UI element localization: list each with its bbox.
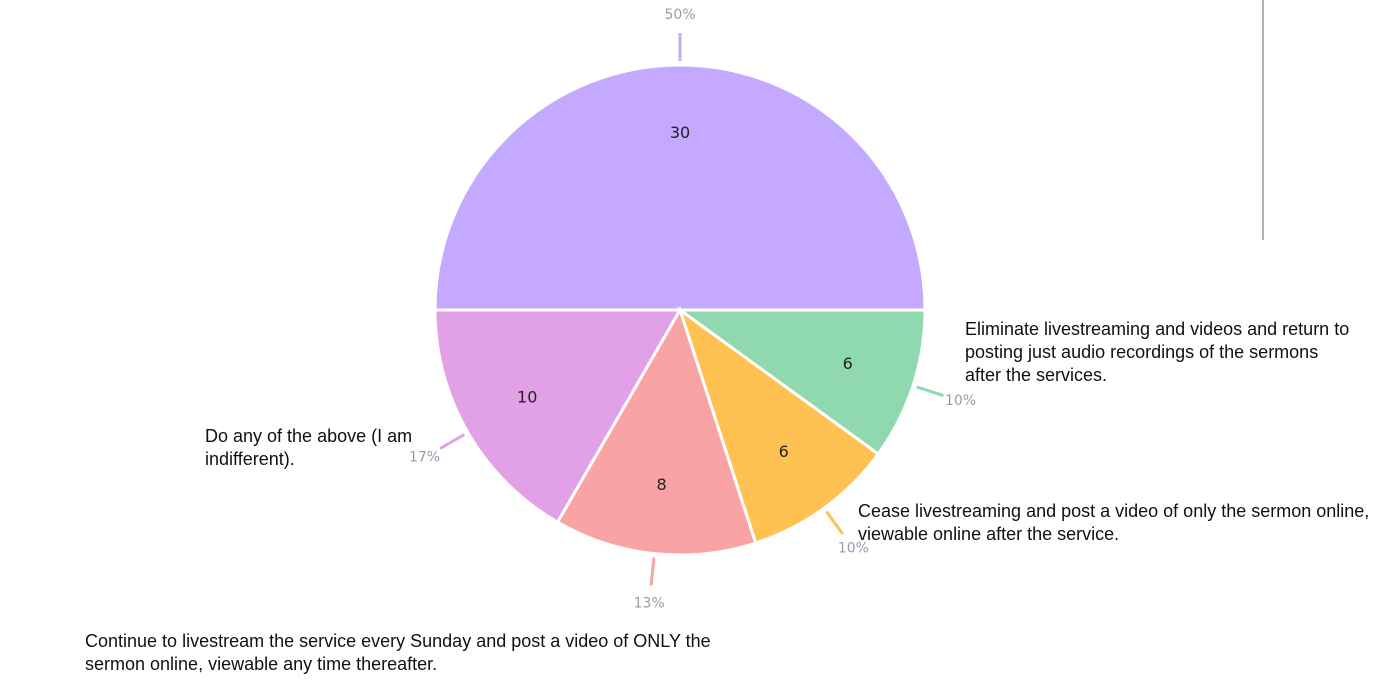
category-label: Eliminate livestreaming and videos and r…: [965, 319, 1350, 385]
percent-label: 13%: [634, 595, 665, 611]
percent-label: 10%: [945, 393, 976, 409]
value-label: 6: [843, 354, 853, 373]
pie-slice: [675, 308, 927, 457]
pie-slice: [433, 63, 927, 312]
pie-slice: [555, 306, 758, 557]
category-label: Cease livestreaming and post a video of …: [858, 501, 1370, 544]
percent-label: 50%: [664, 7, 695, 23]
percent-label: 17%: [409, 450, 440, 466]
category-label: Do any of the above (I am indifferent).: [205, 426, 413, 469]
value-label: 30: [670, 123, 690, 142]
leader-line: [649, 557, 656, 586]
category-label: Continue to livestream the service every…: [85, 631, 711, 674]
leader-line: [916, 385, 944, 398]
value-label: 10: [517, 388, 537, 407]
value-label: 6: [779, 442, 789, 461]
pie-slice: [433, 308, 683, 525]
percent-label: 10%: [838, 541, 869, 557]
pie-slice: [677, 306, 881, 545]
value-label: 8: [656, 475, 666, 494]
leader-line: [439, 433, 466, 450]
leader-line: [825, 510, 845, 535]
